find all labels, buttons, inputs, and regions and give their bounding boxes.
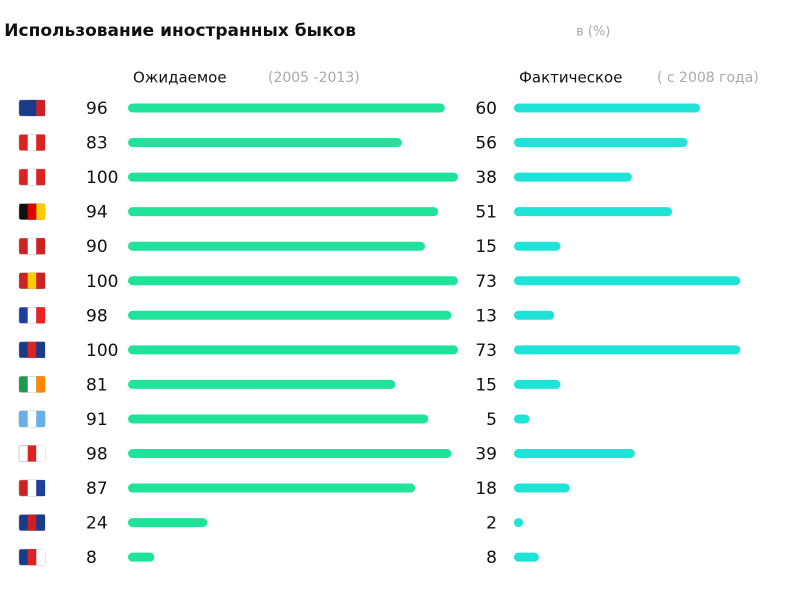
value-label: 15: [475, 375, 497, 395]
value-label: 100: [86, 168, 118, 188]
value-label: 100: [86, 272, 118, 292]
flag: [36, 514, 45, 531]
flag: [36, 480, 45, 497]
flag: [36, 100, 45, 116]
value-label: 51: [475, 203, 497, 223]
value-label: 73: [475, 272, 497, 292]
flag: [27, 445, 37, 462]
value-label: 100: [86, 341, 118, 361]
series-name: Фактическое: [519, 69, 622, 87]
flag: [27, 169, 37, 186]
flag: [27, 410, 37, 427]
value-label: 39: [475, 445, 497, 465]
value-label: 5: [486, 410, 497, 430]
flag: [27, 134, 37, 151]
flag: [36, 272, 45, 289]
flag: [27, 376, 37, 393]
value-label: 18: [475, 479, 497, 499]
value-label: 73: [475, 341, 497, 361]
value-label: 94: [86, 203, 108, 223]
value-label: 98: [86, 445, 108, 465]
flag: [27, 341, 37, 358]
flag: [27, 480, 37, 497]
value-label: 8: [86, 548, 97, 568]
flag: [36, 376, 45, 393]
value-label: 96: [86, 99, 108, 119]
flag: [27, 307, 37, 324]
value-label: 24: [86, 514, 108, 534]
value-label: 2: [486, 514, 497, 534]
value-label: 15: [475, 237, 497, 257]
series-name: Ожидаемое: [133, 69, 227, 87]
flag: [36, 134, 45, 151]
flag: [27, 100, 37, 116]
flag: [27, 272, 37, 289]
series-period: (2005 -2013): [268, 70, 360, 86]
flag: [36, 341, 45, 358]
flag: [36, 238, 45, 255]
value-label: 60: [475, 99, 497, 119]
flag: [36, 169, 45, 186]
value-label: 56: [475, 134, 497, 154]
chart-title: Использование иностранных быков: [4, 21, 356, 41]
value-label: 8: [486, 548, 497, 568]
series-period: ( с 2008 года): [657, 70, 759, 86]
value-label: 81: [86, 375, 108, 395]
flag: [36, 307, 45, 324]
flag: [36, 549, 45, 566]
flag: [36, 410, 45, 427]
flag: [27, 238, 37, 255]
value-label: 87: [86, 479, 108, 499]
flag: [27, 203, 37, 220]
flag: [36, 445, 45, 462]
title-note: в (%): [576, 25, 610, 40]
value-label: 13: [475, 306, 497, 326]
flag: [27, 549, 37, 566]
value-label: 83: [86, 134, 108, 154]
value-label: 38: [475, 168, 497, 188]
value-label: 98: [86, 306, 108, 326]
value-label: 90: [86, 237, 108, 257]
flag: [27, 514, 37, 531]
value-label: 91: [86, 410, 108, 430]
flag: [36, 203, 45, 220]
